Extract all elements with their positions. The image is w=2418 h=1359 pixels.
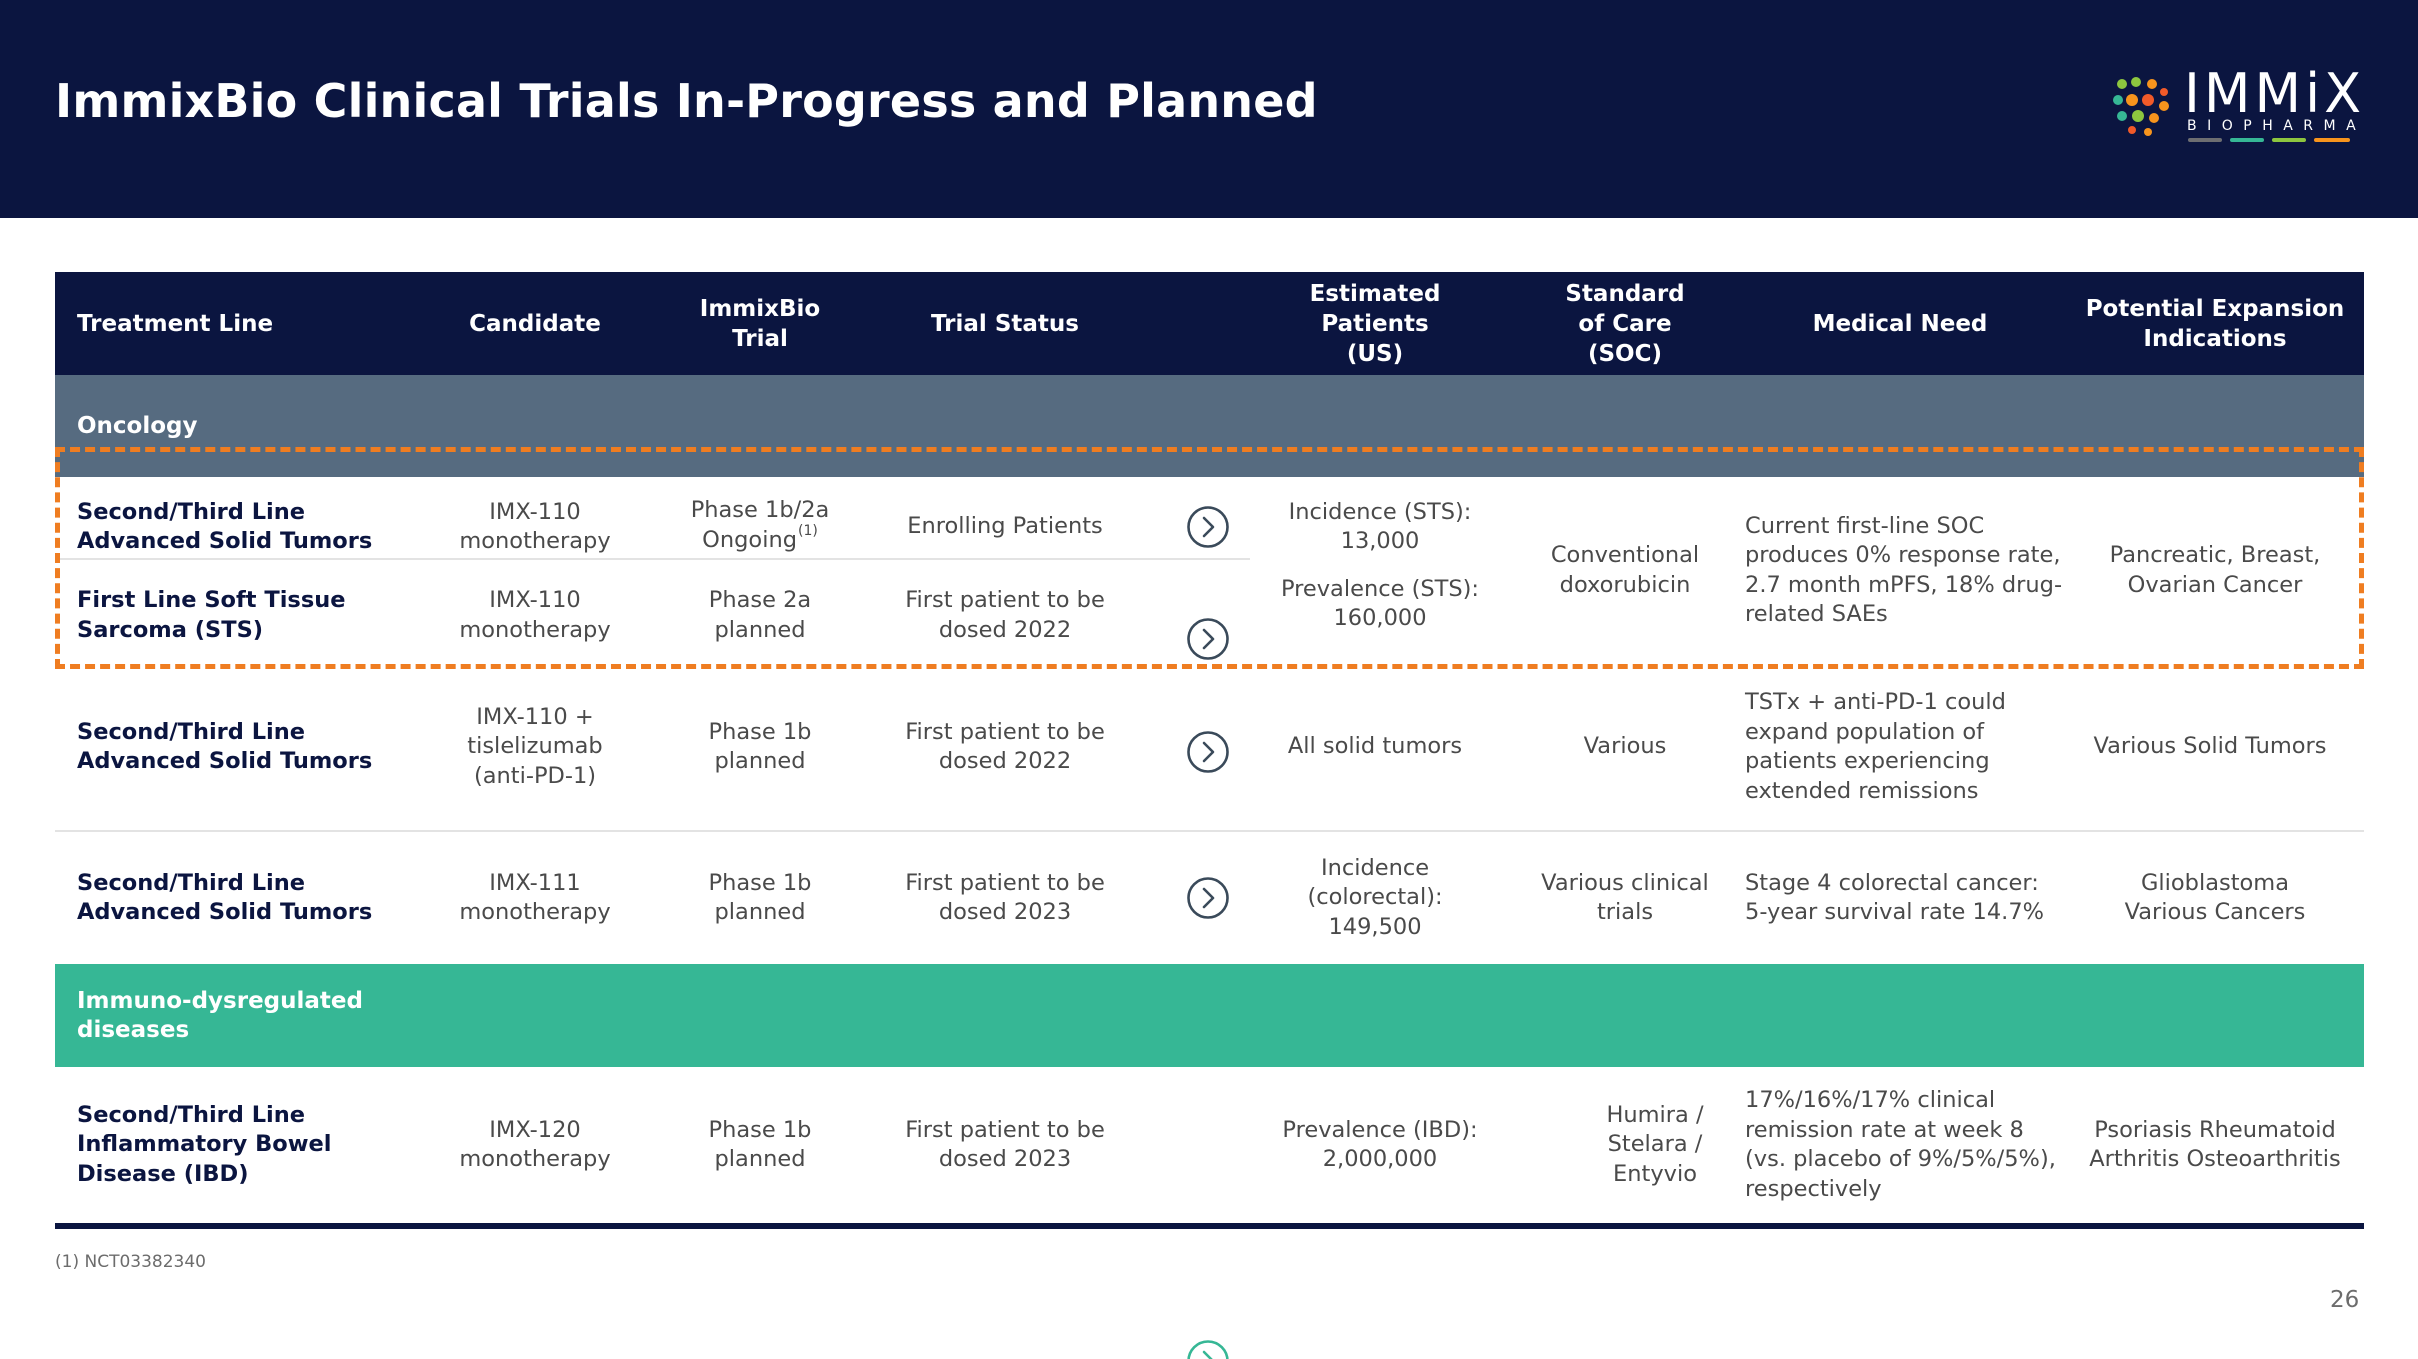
header-estimated-patients: Estimated Patients (US) xyxy=(1309,280,1441,367)
row5-trial: Phase 1b planned xyxy=(708,1116,812,1173)
sts-incidence: Incidence (STS): 13,000 xyxy=(1288,498,1472,555)
header-trial-status: Trial Status xyxy=(931,310,1079,337)
chevron-right-circle-icon[interactable] xyxy=(1186,876,1230,920)
header-potential-expansion: Potential Expansion Indications xyxy=(2085,295,2345,352)
row4-candidate: IMX-111 monotherapy xyxy=(459,869,611,926)
sts-potential-expansion: Pancreatic, Breast, Ovarian Cancer xyxy=(2109,542,2321,598)
logo-subword: BIOPHARMA xyxy=(2187,118,2367,134)
row5-potential-expansion: Psoriasis Rheumatoid Arthritis Osteoarth… xyxy=(2089,1116,2341,1173)
sts-medical-need: Current first-line SOC produces 0% respo… xyxy=(1745,512,2063,628)
row4-treatment-line: Second/Third Line Advanced Solid Tumors xyxy=(77,869,373,926)
row3-medical-need: TSTx + anti-PD-1 could expand population… xyxy=(1745,689,2006,804)
footnote: (1) NCT03382340 xyxy=(55,1252,206,1272)
header-standard-of-care: Standard of Care (SOC) xyxy=(1565,280,1685,367)
header-candidate: Candidate xyxy=(469,310,601,337)
row3-standard-of-care: Various xyxy=(1583,733,1667,760)
header-treatment-line: Treatment Line xyxy=(77,310,274,337)
chevron-right-circle-icon[interactable] xyxy=(1186,505,1230,549)
row1-treatment-line: Second/Third Line Advanced Solid Tumors xyxy=(77,498,373,555)
table-bottom-rule xyxy=(55,1223,2364,1229)
row5-estimated-patients: Prevalence (IBD): 2,000,000 xyxy=(1282,1116,1478,1173)
section-oncology: Oncology xyxy=(55,375,2364,477)
logo-bar xyxy=(2272,138,2306,142)
row-divider xyxy=(55,558,1250,560)
row3-trial: Phase 1b planned xyxy=(708,718,812,775)
row3-trial-status: First patient to be dosed 2022 xyxy=(905,718,1105,775)
row2-trial: Phase 2a planned xyxy=(708,587,812,643)
sts-standard-of-care: Conventional doxorubicin xyxy=(1550,542,1700,598)
row4-trial: Phase 1b planned xyxy=(708,869,812,926)
row1-candidate: IMX-110 monotherapy xyxy=(459,498,611,555)
chevron-right-circle-icon[interactable] xyxy=(1186,617,1230,661)
row3-candidate: IMX-110 + tislelizumab (anti-PD-1) xyxy=(467,703,603,789)
row5-standard-of-care: Humira / Stelara / Entyvio xyxy=(1606,1101,1704,1187)
row1-trial-status: Enrolling Patients xyxy=(907,513,1103,540)
table-header: Treatment Line Candidate ImmixBio Trial … xyxy=(55,272,2364,375)
header-trial: ImmixBio Trial xyxy=(699,295,821,352)
row1-trial: Phase 1b/2a Ongoing(1) xyxy=(680,472,840,582)
logo-bar xyxy=(2314,138,2350,142)
section-immuno-label: Immuno-dysregulated diseases xyxy=(77,987,363,1043)
header-medical-need: Medical Need xyxy=(1812,310,1988,337)
row2-candidate: IMX-110 monotherapy xyxy=(459,587,611,643)
row-divider xyxy=(55,830,2364,832)
logo-bar xyxy=(2230,138,2264,142)
page-title: ImmixBio Clinical Trials In-Progress and… xyxy=(55,74,1318,128)
row3-estimated-patients: All solid tumors xyxy=(1287,733,1463,760)
highlight-dashed-box xyxy=(55,447,2364,669)
row2-treatment-line: First Line Soft Tissue Sarcoma (STS) xyxy=(77,587,346,643)
row3-potential-expansion: Various Solid Tumors xyxy=(2093,733,2327,760)
row4-potential-expansion: Glioblastoma Various Cancers xyxy=(2124,869,2306,926)
row1-trial-footnote-marker: (1) xyxy=(797,522,818,539)
section-immuno-dysregulated: Immuno-dysregulated diseases xyxy=(55,964,2364,1067)
row2-trial-status: First patient to be dosed 2022 xyxy=(905,587,1105,643)
logo-wordmark: IMMiX xyxy=(2184,62,2366,125)
chevron-right-circle-icon[interactable] xyxy=(1186,730,1230,774)
row5-treatment-line: Second/Third Line Inflammatory Bowel Dis… xyxy=(77,1101,332,1187)
sts-prevalence: Prevalence (STS): 160,000 xyxy=(1280,575,1480,632)
row1-trial-text: Phase 1b/2a Ongoing xyxy=(690,497,830,553)
row5-candidate: IMX-120 monotherapy xyxy=(459,1116,611,1173)
row3-treatment-line: Second/Third Line Advanced Solid Tumors xyxy=(77,718,373,775)
row4-trial-status: First patient to be dosed 2023 xyxy=(905,869,1105,926)
logo-color-bars xyxy=(2188,138,2362,143)
logo-mark-icon xyxy=(2113,77,2169,136)
row4-standard-of-care: Various clinical trials xyxy=(1541,869,1709,926)
title-bar: ImmixBio Clinical Trials In-Progress and… xyxy=(0,0,2418,218)
chevron-right-circle-icon[interactable] xyxy=(1186,1339,1230,1359)
company-logo: IMMiX BIOPHARMA xyxy=(2108,62,2368,152)
row4-estimated-patients: Incidence (colorectal): 149,500 xyxy=(1307,854,1443,940)
page-number: 26 xyxy=(2330,1287,2360,1313)
logo-bar xyxy=(2188,138,2222,142)
row5-medical-need: 17%/16%/17% clinical remission rate at w… xyxy=(1745,1087,2056,1202)
row4-medical-need: Stage 4 colorectal cancer: 5-year surviv… xyxy=(1745,869,2045,926)
row5-trial-status: First patient to be dosed 2023 xyxy=(905,1116,1105,1173)
